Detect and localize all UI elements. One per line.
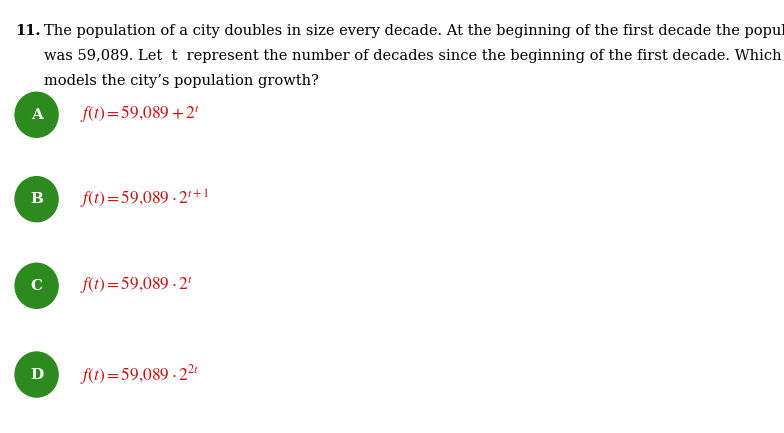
Text: models the city’s population growth?: models the city’s population growth? <box>44 74 319 88</box>
Text: 11.: 11. <box>15 24 41 38</box>
Text: $\mathit{f}(\mathit{t}) = 59{,}089 \cdot 2^{\mathit{t}+1}$: $\mathit{f}(\mathit{t}) = 59{,}089 \cdot… <box>80 187 209 211</box>
Text: D: D <box>30 368 43 381</box>
Text: C: C <box>31 279 42 293</box>
Text: $\mathit{f}(\mathit{t}) = 59{,}089 \cdot 2^{\mathit{t}}$: $\mathit{f}(\mathit{t}) = 59{,}089 \cdot… <box>80 275 193 297</box>
Text: $\mathit{f}(\mathit{t}) = 59{,}089 \cdot 2^{2\mathit{t}}$: $\mathit{f}(\mathit{t}) = 59{,}089 \cdot… <box>80 362 198 387</box>
Text: A: A <box>31 108 42 122</box>
Text: $\mathit{f}(\mathit{t}) = 59{,}089 + 2^{\mathit{t}}$: $\mathit{f}(\mathit{t}) = 59{,}089 + 2^{… <box>80 104 200 126</box>
Text: was 59,089. Let  t  represent the number of decades since the beginning of the f: was 59,089. Let t represent the number o… <box>44 49 784 63</box>
Text: The population of a city doubles in size every decade. At the beginning of the f: The population of a city doubles in size… <box>44 24 784 38</box>
Ellipse shape <box>15 352 58 397</box>
Ellipse shape <box>15 92 58 137</box>
Ellipse shape <box>15 177 58 222</box>
Text: B: B <box>30 192 43 206</box>
Ellipse shape <box>15 263 58 308</box>
